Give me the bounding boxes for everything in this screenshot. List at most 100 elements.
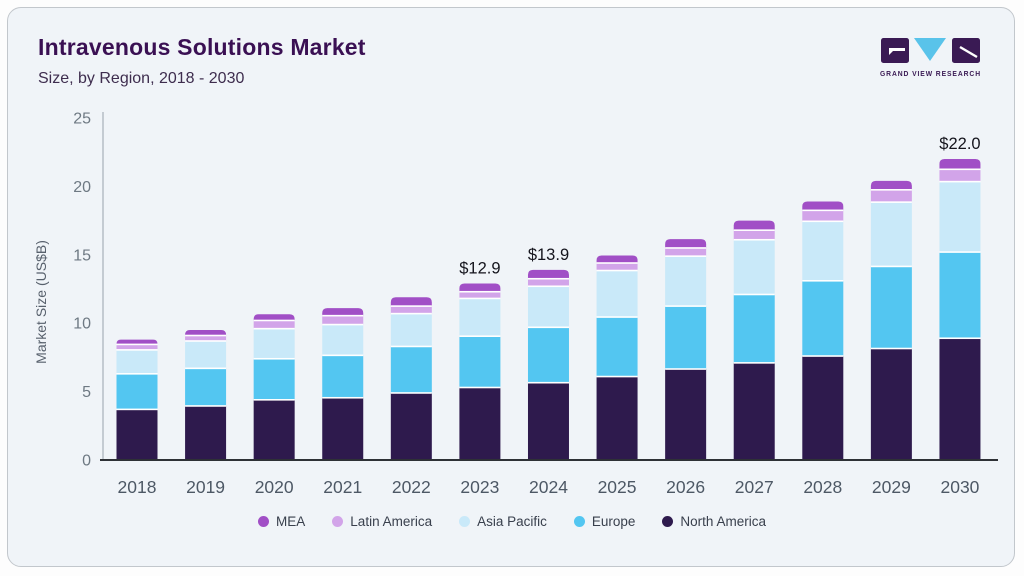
bar-segment-north-america bbox=[870, 348, 912, 460]
segment-separator bbox=[253, 357, 295, 360]
bar-segment-asia-pacific bbox=[596, 270, 638, 318]
segment-separator bbox=[322, 323, 364, 326]
segment-separator bbox=[527, 326, 569, 329]
segment-separator bbox=[939, 251, 981, 253]
legend-label: North America bbox=[680, 514, 766, 529]
bar-segment-europe bbox=[733, 294, 775, 363]
bar-segment-europe bbox=[870, 266, 912, 349]
bar-segment-mea bbox=[939, 159, 981, 170]
segment-separator bbox=[322, 314, 364, 317]
legend-label: Latin America bbox=[350, 514, 433, 529]
bar-segment-asia-pacific bbox=[733, 239, 775, 295]
segment-separator bbox=[185, 334, 227, 337]
legend-item-mea: MEA bbox=[258, 514, 305, 529]
bar-segment-europe bbox=[802, 280, 844, 357]
bar-segment-mea bbox=[733, 220, 775, 231]
segment-separator bbox=[459, 386, 501, 389]
report-card: Intravenous Solutions Market Size, by Re… bbox=[7, 7, 1015, 567]
segment-separator bbox=[322, 396, 364, 399]
legend-dot bbox=[258, 516, 270, 527]
x-tick-label: 2027 bbox=[735, 477, 774, 497]
legend-dot bbox=[573, 516, 585, 527]
segment-separator bbox=[665, 368, 707, 370]
segment-separator bbox=[733, 293, 775, 296]
bar-segment-north-america bbox=[459, 387, 501, 460]
bar-segment-asia-pacific bbox=[390, 313, 432, 347]
bar-segment-mea bbox=[116, 339, 158, 345]
bar-segment-asia-pacific bbox=[322, 324, 364, 356]
segment-separator bbox=[870, 189, 912, 191]
bar-segment-europe bbox=[322, 355, 364, 398]
segment-separator bbox=[939, 168, 981, 171]
legend-item-europe: Europe bbox=[573, 514, 635, 529]
bar-segment-asia-pacific bbox=[870, 202, 912, 267]
y-tick-label: 5 bbox=[82, 384, 91, 401]
segment-separator bbox=[733, 238, 775, 241]
x-tick-label: 2022 bbox=[392, 477, 431, 497]
x-tick-label: 2030 bbox=[940, 477, 979, 497]
segment-separator bbox=[253, 327, 295, 330]
bar-segment-latin-america bbox=[527, 278, 569, 287]
bar-segment-latin-america bbox=[665, 247, 707, 257]
bar-value-label: $13.9 bbox=[528, 246, 569, 264]
bar-segment-mea bbox=[596, 255, 638, 264]
bar-segment-mea bbox=[322, 308, 364, 316]
segment-separator bbox=[390, 392, 432, 394]
segment-separator bbox=[390, 312, 432, 315]
bar-segment-asia-pacific bbox=[802, 221, 844, 281]
chart-legend: MEA Latin America Asia Pacific Europe North … bbox=[0, 514, 1024, 529]
legend-dot bbox=[332, 516, 344, 527]
segment-separator bbox=[322, 354, 364, 357]
bar-segment-north-america bbox=[116, 409, 158, 460]
segment-separator bbox=[527, 381, 569, 384]
y-tick-label: 10 bbox=[73, 316, 91, 333]
legend-label: Asia Pacific bbox=[477, 514, 547, 529]
bar-segment-latin-america bbox=[322, 315, 364, 325]
bar-segment-mea bbox=[802, 201, 844, 211]
bar-segment-europe bbox=[459, 336, 501, 388]
bar-segment-north-america bbox=[802, 356, 844, 460]
segment-separator bbox=[665, 247, 707, 249]
bar-segment-north-america bbox=[596, 376, 638, 460]
x-axis-line bbox=[100, 459, 998, 461]
bar-segment-north-america bbox=[939, 338, 981, 460]
bar-segment-north-america bbox=[665, 369, 707, 460]
segment-separator bbox=[185, 367, 227, 370]
bar-segment-mea bbox=[185, 330, 227, 336]
x-tick-label: 2025 bbox=[598, 477, 637, 497]
bar-segment-asia-pacific bbox=[665, 256, 707, 307]
x-tick-label: 2020 bbox=[255, 477, 294, 497]
segment-separator bbox=[802, 209, 844, 212]
segment-separator bbox=[665, 255, 707, 257]
bar-segment-latin-america bbox=[939, 169, 981, 182]
segment-separator bbox=[253, 319, 295, 322]
segment-separator bbox=[390, 305, 432, 307]
logo-v-triangle bbox=[914, 38, 946, 61]
segment-separator bbox=[185, 340, 227, 342]
segment-separator bbox=[802, 355, 844, 357]
segment-separator bbox=[665, 305, 707, 307]
bar-segment-north-america bbox=[253, 399, 295, 460]
segment-separator bbox=[527, 277, 569, 280]
segment-separator bbox=[116, 349, 158, 351]
segment-separator bbox=[390, 345, 432, 348]
segment-separator bbox=[939, 337, 981, 340]
bar-segment-mea bbox=[390, 297, 432, 307]
segment-separator bbox=[733, 362, 775, 364]
bar-segment-latin-america bbox=[390, 306, 432, 314]
bar-segment-mea bbox=[665, 239, 707, 248]
bar-segment-latin-america bbox=[459, 291, 501, 299]
y-tick-label: 20 bbox=[73, 179, 91, 196]
grand-view-research-logo: GRAND VIEW RESEARCH bbox=[880, 38, 980, 78]
bar-segment-europe bbox=[185, 368, 227, 406]
bar-segment-mea bbox=[253, 314, 295, 321]
x-tick-label: 2024 bbox=[529, 477, 568, 497]
segment-separator bbox=[116, 373, 158, 375]
bar-segment-mea bbox=[870, 180, 912, 190]
legend-item-north-america: North America bbox=[662, 514, 766, 529]
segment-separator bbox=[802, 279, 844, 282]
segment-separator bbox=[870, 265, 912, 268]
bar-segment-europe bbox=[665, 306, 707, 370]
page-subtitle: Size, by Region, 2018 - 2030 bbox=[38, 70, 245, 87]
